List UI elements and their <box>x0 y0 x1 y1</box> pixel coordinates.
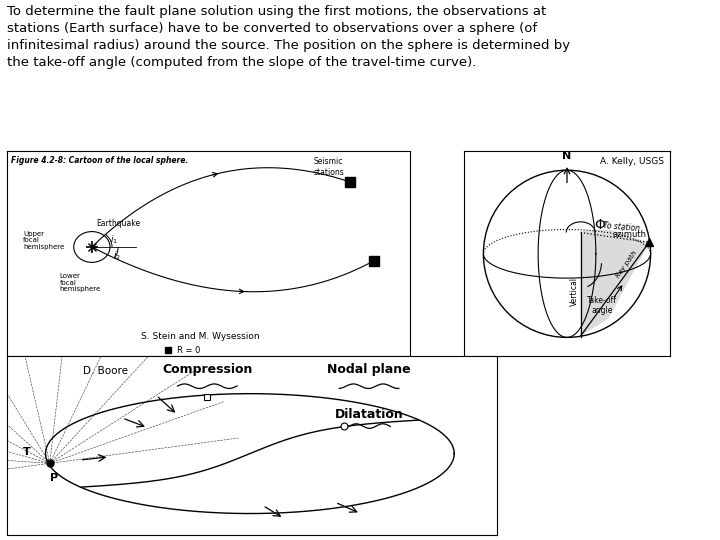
Text: To determine the fault plane solution using the first motions, the observations : To determine the fault plane solution us… <box>7 5 570 70</box>
Text: S. Stein and M. Wysession: S. Stein and M. Wysession <box>141 332 260 341</box>
Text: Seismic
stations: Seismic stations <box>314 158 344 177</box>
Text: A. Kelly, USGS: A. Kelly, USGS <box>600 157 665 166</box>
Text: D. Boore: D. Boore <box>83 366 127 376</box>
Polygon shape <box>580 230 649 336</box>
Text: T: T <box>22 447 30 457</box>
Text: R = 0: R = 0 <box>176 346 200 355</box>
Text: P: P <box>50 473 58 483</box>
Text: Compression: Compression <box>162 363 253 376</box>
Text: Upper
focal
hemisphere: Upper focal hemisphere <box>23 231 65 249</box>
Text: $\Phi$: $\Phi$ <box>593 218 606 232</box>
Text: azimuth: azimuth <box>613 230 647 239</box>
Text: Earthquake: Earthquake <box>96 219 140 228</box>
Text: To station: To station <box>603 221 641 233</box>
Text: Take-off
angle: Take-off angle <box>587 296 617 315</box>
Text: Vertical: Vertical <box>570 278 579 306</box>
Text: $i_2$: $i_2$ <box>113 250 121 262</box>
Text: N: N <box>562 151 572 161</box>
Text: Lower
focal
hemisphere: Lower focal hemisphere <box>60 273 101 292</box>
Text: Figure 4.2-8: Cartoon of the local sphere.: Figure 4.2-8: Cartoon of the local spher… <box>12 157 189 165</box>
Text: $i_1$: $i_1$ <box>110 234 118 246</box>
Text: Nodal plane: Nodal plane <box>328 363 411 376</box>
Text: Ray path: Ray path <box>615 250 638 279</box>
Text: Dilatation: Dilatation <box>335 408 403 421</box>
